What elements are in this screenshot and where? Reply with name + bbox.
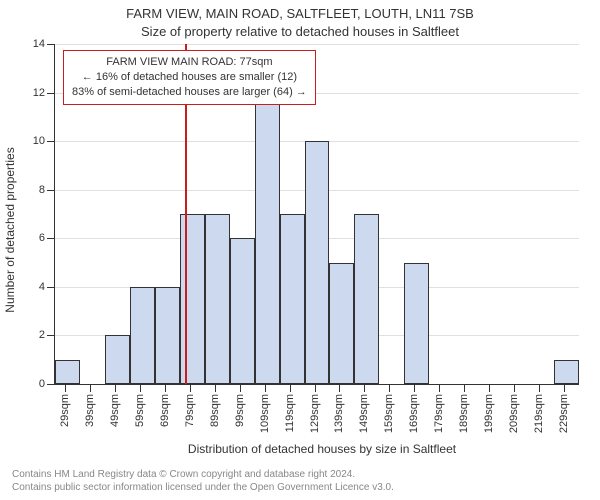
y-tick-label: 8	[39, 184, 45, 196]
x-tick	[315, 385, 316, 392]
y-tick-label: 2	[39, 329, 45, 341]
gridline	[55, 44, 579, 45]
x-tick-label: 69sqm	[159, 394, 171, 427]
x-tick-label: 89sqm	[209, 394, 221, 427]
x-tick-label: 169sqm	[408, 394, 420, 433]
x-tick	[389, 385, 390, 392]
y-tick	[47, 141, 54, 142]
x-tick-label: 39sqm	[84, 394, 96, 427]
annotation-line-1: FARM VIEW MAIN ROAD: 77sqm	[72, 55, 307, 70]
x-tick	[489, 385, 490, 392]
x-tick-label: 199sqm	[483, 394, 495, 433]
x-tick-label: 179sqm	[433, 394, 445, 433]
x-tick	[165, 385, 166, 392]
x-tick	[364, 385, 365, 392]
y-tick	[47, 93, 54, 94]
x-tick-label: 99sqm	[234, 394, 246, 427]
histogram-bar	[230, 238, 255, 384]
histogram-bar	[554, 360, 579, 384]
y-tick	[47, 335, 54, 336]
histogram-bar	[205, 214, 230, 384]
x-tick	[564, 385, 565, 392]
y-tick	[47, 287, 54, 288]
chart-container: FARM VIEW, MAIN ROAD, SALTFLEET, LOUTH, …	[0, 0, 600, 500]
x-tick-label: 129sqm	[309, 394, 321, 433]
x-tick	[290, 385, 291, 392]
histogram-bar	[404, 263, 429, 384]
y-tick-label: 12	[33, 87, 45, 99]
footer-line-1: Contains HM Land Registry data © Crown c…	[12, 469, 590, 482]
plot-area: FARM VIEW MAIN ROAD: 77sqm ← 16% of deta…	[54, 44, 579, 385]
x-tick	[514, 385, 515, 392]
x-tick	[115, 385, 116, 392]
x-tick-label: 59sqm	[134, 394, 146, 427]
x-tick	[439, 385, 440, 392]
x-tick-label: 79sqm	[184, 394, 196, 427]
x-tick	[339, 385, 340, 392]
footer-line-2: Contains public sector information licen…	[12, 482, 590, 495]
histogram-bar	[130, 287, 155, 384]
histogram-bar	[329, 263, 354, 384]
x-tick	[240, 385, 241, 392]
x-tick-label: 149sqm	[358, 394, 370, 433]
x-tick-label: 29sqm	[59, 394, 71, 427]
x-tick-label: 219sqm	[533, 394, 545, 433]
x-tick	[265, 385, 266, 392]
x-tick	[190, 385, 191, 392]
y-tick-label: 6	[39, 232, 45, 244]
x-tick-label: 189sqm	[458, 394, 470, 433]
annotation-line-2: ← 16% of detached houses are smaller (12…	[72, 70, 307, 85]
y-tick	[47, 384, 54, 385]
x-tick-label: 109sqm	[259, 394, 271, 433]
y-tick	[47, 44, 54, 45]
title-main: FARM VIEW, MAIN ROAD, SALTFLEET, LOUTH, …	[0, 6, 600, 21]
x-tick-label: 229sqm	[558, 394, 570, 433]
y-tick-label: 14	[33, 38, 45, 50]
histogram-bar	[280, 214, 305, 384]
x-tick-label: 209sqm	[508, 394, 520, 433]
histogram-bar	[305, 141, 330, 384]
footer-attribution: Contains HM Land Registry data © Crown c…	[12, 469, 590, 494]
x-tick	[464, 385, 465, 392]
annotation-box: FARM VIEW MAIN ROAD: 77sqm ← 16% of deta…	[63, 50, 316, 105]
histogram-bar	[180, 214, 205, 384]
histogram-bar	[255, 93, 280, 384]
x-tick	[90, 385, 91, 392]
x-tick-label: 139sqm	[333, 394, 345, 433]
y-axis-label: Number of detached properties	[3, 147, 17, 312]
x-tick	[140, 385, 141, 392]
histogram-bar	[55, 360, 80, 384]
x-tick	[414, 385, 415, 392]
x-tick-label: 119sqm	[284, 394, 296, 432]
y-tick-label: 10	[33, 135, 45, 147]
x-tick	[539, 385, 540, 392]
annotation-line-3: 83% of semi-detached houses are larger (…	[72, 85, 307, 100]
histogram-bar	[105, 335, 130, 384]
x-tick	[65, 385, 66, 392]
y-tick-label: 4	[39, 281, 45, 293]
x-tick-label: 159sqm	[383, 394, 395, 433]
x-axis-label: Distribution of detached houses by size …	[54, 442, 590, 456]
histogram-bar	[354, 214, 379, 384]
histogram-bar	[155, 287, 180, 384]
y-tick	[47, 190, 54, 191]
y-tick	[47, 238, 54, 239]
x-tick	[215, 385, 216, 392]
x-tick-label: 49sqm	[109, 394, 121, 427]
title-sub: Size of property relative to detached ho…	[0, 24, 600, 39]
y-tick-label: 0	[39, 378, 45, 390]
